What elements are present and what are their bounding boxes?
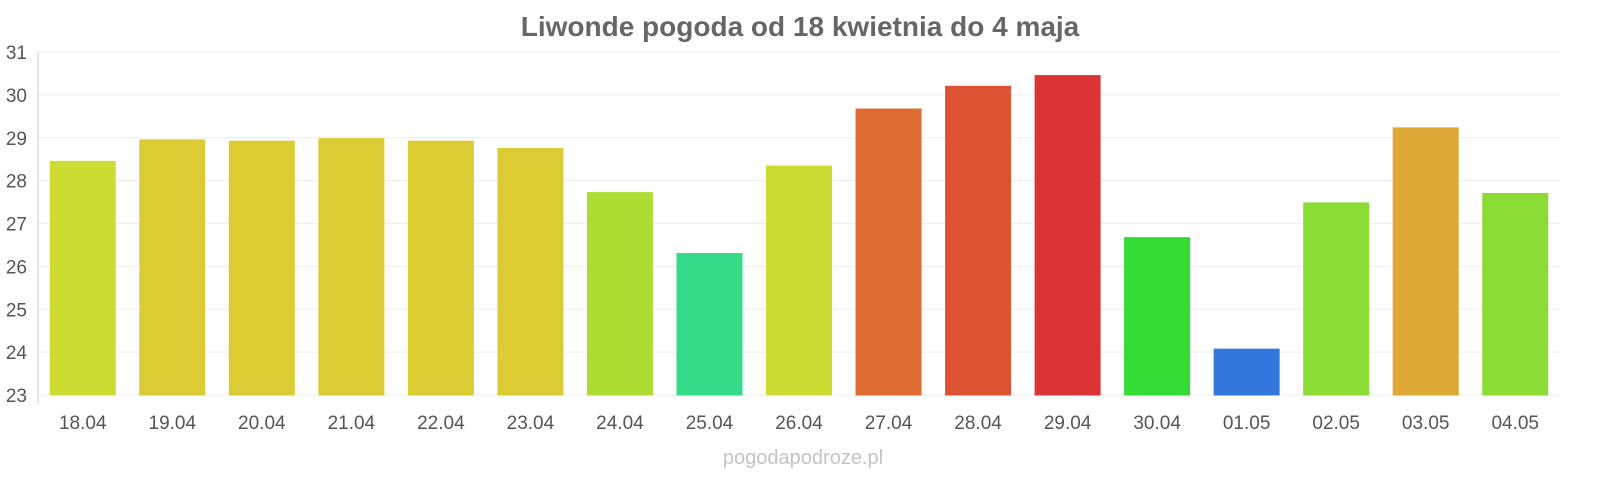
bar-25.04	[676, 253, 743, 396]
x-tick-label: 21.04	[328, 413, 376, 434]
x-tick-label: 28.04	[954, 413, 1002, 434]
y-tick-label: 26	[6, 257, 27, 278]
x-tick-label: 20.04	[238, 413, 286, 434]
x-tick-label: 25.04	[686, 413, 734, 434]
y-tick-label: 30	[6, 86, 27, 107]
x-tick-label: 27.04	[865, 413, 913, 434]
y-axis-tick-labels: 23 24 25 26 27 28 29 30 31	[6, 43, 28, 407]
x-tick-label: 30.04	[1133, 413, 1181, 434]
watermark: pogodapodroze.pl	[723, 447, 883, 469]
bar-24.04	[586, 192, 653, 396]
x-axis-tick-labels: 18.04 19.04 20.04 21.04 22.04 23.04 24.04 25.04…	[59, 413, 1539, 434]
bar-23.04	[497, 147, 564, 396]
x-tick-label: 02.05	[1312, 413, 1360, 434]
y-tick-label: 27	[6, 215, 27, 236]
bar-27.04	[855, 108, 922, 396]
bar-30.04	[1124, 237, 1191, 396]
bar-03.05	[1392, 127, 1459, 396]
bar-29.04	[1034, 75, 1101, 396]
x-tick-label: 24.04	[596, 413, 644, 434]
x-tick-label: 18.04	[59, 413, 107, 434]
y-tick-label: 23	[6, 386, 27, 407]
bar-02.05	[1303, 202, 1370, 396]
y-tick-label: 24	[6, 343, 28, 364]
bars	[49, 75, 1549, 396]
x-tick-label: 19.04	[149, 413, 197, 434]
y-tick-label: 29	[6, 129, 27, 150]
x-tick-label: 26.04	[775, 413, 823, 434]
bar-22.04	[407, 140, 474, 396]
bar-04.05	[1482, 192, 1549, 396]
bar-21.04	[318, 138, 385, 396]
x-tick-label: 01.05	[1223, 413, 1271, 434]
y-tick-label: 25	[6, 300, 27, 321]
y-tick-label: 31	[6, 43, 27, 64]
bar-26.04	[766, 165, 832, 396]
x-tick-label: 22.04	[417, 413, 465, 434]
bar-20.04	[228, 140, 295, 396]
x-tick-label: 03.05	[1402, 413, 1450, 434]
x-tick-label: 04.05	[1491, 413, 1539, 434]
bar-19.04	[139, 139, 206, 396]
bar-18.04	[49, 160, 116, 396]
x-tick-label: 23.04	[507, 413, 555, 434]
x-tick-label: 29.04	[1044, 413, 1092, 434]
y-tick-label: 28	[6, 172, 27, 193]
bar-28.04	[945, 85, 1012, 396]
chart-title: Liwonde pogoda od 18 kwietnia do 4 maja	[521, 11, 1080, 42]
bar-01.05	[1213, 348, 1280, 396]
